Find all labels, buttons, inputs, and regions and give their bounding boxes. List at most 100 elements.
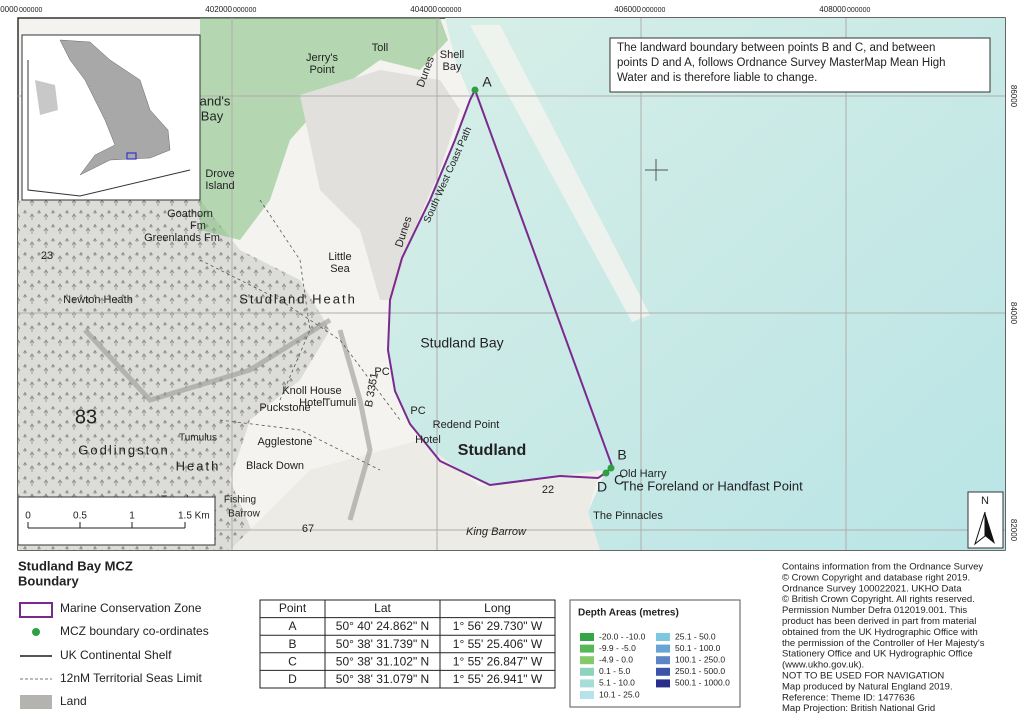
place-label: PC [410,405,425,417]
place-label: Studland Heath [239,291,357,306]
depth-swatch [580,633,594,641]
place-label: Heath [176,458,221,473]
depth-swatch [580,679,594,688]
table-cell: A [288,619,296,633]
attribution-line: Contains information from the Ordnance S… [782,562,983,573]
legend-label: Land [60,694,87,708]
place-label: Bay [443,61,462,73]
attribution-line: Permission Number Defra 012019.001. This [782,605,967,616]
scale-label: 1.5 Km [178,511,210,522]
depth-label: 10.1 - 25.0 [599,689,640,699]
table-cell: 1° 55' 26.941" W [453,672,543,686]
table-cell: 50° 38' 31.102" N [336,654,429,668]
place-label: Point [309,64,334,76]
depth-swatch [656,644,670,653]
table-cell: B [288,637,296,651]
north-arrow [967,491,1004,549]
place-label: Hotel [299,397,325,409]
note-text: points D and A, follows Ordnance Survey … [617,57,946,69]
table-header: Lat [374,601,391,615]
place-label: Toll [372,42,389,54]
legend-label: UK Continental Shelf [60,648,172,662]
depth-label: 50.1 - 100.0 [675,643,721,653]
place-label: 22 [542,484,554,496]
grid-label-suffix: 000000 [438,7,461,14]
table-cell: 50° 38' 31.739" N [336,637,429,651]
note-text: Water and is therefore liable to change. [617,72,817,84]
scale-label: 0 [25,511,31,522]
depth-swatch [580,667,594,676]
table-cell: 50° 38' 31.079" N [336,672,429,686]
place-label: B 3351 [363,372,381,408]
table-cell: 1° 55' 25.406" W [453,637,543,651]
depth-label: -4.9 - 0.0 [599,654,633,664]
depth-swatch [580,656,594,665]
place-label: Fishing [224,495,256,506]
place-label: Bay [201,108,224,123]
place-label: Agglestone [257,436,312,448]
attribution-line: Map produced by Natural England 2019. [782,681,953,692]
depth-swatch [580,691,594,699]
depth-swatch [656,633,670,641]
depth-label: 5.1 - 10.0 [599,678,635,688]
grid-label: 82000 [1009,519,1018,542]
scale-bar [17,496,216,546]
note-box [609,37,991,93]
attribution-line: (www.ukho.gov.uk). [782,660,864,671]
depth-legend-title: Depth Areas (metres) [578,608,679,619]
place-label: Drove [205,168,234,180]
place-label: Tumulus [179,433,217,444]
place-label: Studland [458,442,526,459]
north-label: N [981,495,989,507]
place-label: 67 [302,523,314,535]
place-label: Godlingston [78,442,169,457]
place-label: Puckstone [259,402,310,414]
depth-label: 100.1 - 250.0 [675,654,725,664]
place-label: Hotel [415,434,441,446]
place-label: Studland Bay [420,335,503,351]
place-label: 83 [75,406,97,428]
depth-label: -20.0 - -10.0 [599,631,646,641]
legend-label: MCZ boundary co-ordinates [60,624,209,638]
attribution-line: © British Crown Copyright. All rights re… [782,594,975,605]
place-label: PC [374,366,389,378]
table-header: Point [279,601,307,615]
attribution-line: Reference: Theme ID: 1477636 [782,692,915,703]
attribution-line: NOT TO BE USED FOR NAVIGATION [782,671,944,682]
legend-label: Marine Conservation Zone [60,601,202,615]
place-label: Little [328,251,351,263]
attribution-line: product has been derived in part from ma… [782,616,976,627]
place-label: Sea [330,263,350,275]
depth-label: 500.1 - 1000.0 [675,678,730,688]
depth-label: 0.1 - 5.0 [599,666,630,676]
place-label: Jerry's [306,52,339,64]
attribution-line: the permission of the Controller of Her … [782,638,985,649]
table-header: Long [484,601,511,615]
point-label: B [617,447,626,463]
depth-legend [569,599,741,708]
inset-map [21,34,201,201]
place-label: Barrow [228,509,260,520]
subtitle: Boundary [18,573,79,588]
grid-label-suffix: 000000 [847,7,870,14]
legend [19,602,53,709]
depth-label: 25.1 - 50.0 [675,631,716,641]
place-label: 23 [41,250,53,262]
grid-label: 86000 [1009,85,1018,108]
place-label: Tumuli [324,397,357,409]
grid-label-suffix: 000000 [19,7,42,14]
map-frame [17,17,1006,551]
table-cell: 1° 55' 26.847" W [453,654,543,668]
place-label: Shell [440,49,464,61]
place-label: Newton Heath [63,294,133,306]
grid-label: 402000 [205,5,232,14]
title: Studland Bay MCZ [18,558,133,573]
scale-label: 1 [129,511,135,522]
place-label: King Barrow [466,526,527,538]
depth-label: -9.9 - -5.0 [599,643,636,653]
place-label: Fm [190,220,206,232]
place-label: Goathorn [167,208,213,220]
grid-label: 84000 [1009,302,1018,325]
place-label: Greenlands Fm [144,232,220,244]
